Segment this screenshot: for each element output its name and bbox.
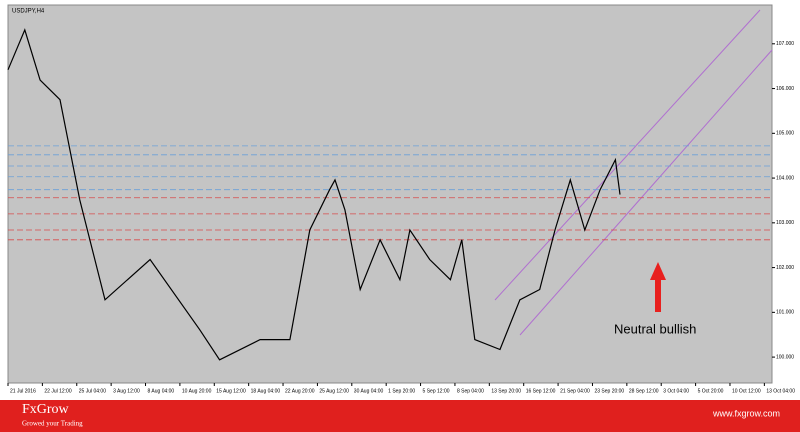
trend-line — [494, 9, 761, 301]
y-tick-label: 107.000 — [776, 41, 794, 47]
trend-line — [519, 49, 773, 336]
y-tick-label: 102.000 — [776, 265, 794, 271]
x-tick-label: 8 Sep 04:00 — [457, 388, 484, 394]
y-tick-label: 100.000 — [776, 354, 794, 360]
x-tick-label: 3 Oct 04:00 — [663, 388, 689, 394]
up-arrow — [650, 262, 666, 312]
brand: FxGrow — [22, 402, 70, 417]
x-tick-label: 25 Aug 12:00 — [319, 388, 349, 394]
x-tick-label: 16 Sep 12:00 — [526, 388, 556, 394]
x-tick-label: 18 Aug 04:00 — [251, 388, 281, 394]
x-tick-label: 10 Aug 20:00 — [182, 388, 212, 394]
x-tick-label: 15 Aug 12:00 — [216, 388, 246, 394]
annotation: Neutral bullish — [614, 321, 696, 336]
x-tick-label: 21 Jul 2016 — [10, 388, 36, 394]
x-tick-label: 30 Aug 04:00 — [354, 388, 384, 394]
x-tick-label: 22 Aug 20:00 — [285, 388, 315, 394]
x-tick-label: 10 Oct 12:00 — [732, 388, 761, 394]
x-tick-label: 13 Sep 20:00 — [491, 388, 521, 394]
x-tick-label: 28 Sep 12:00 — [629, 388, 659, 394]
tagline: Growed your Trading — [22, 420, 83, 428]
x-tick-label: 5 Sep 12:00 — [423, 388, 450, 394]
y-tick-label: 105.000 — [776, 131, 794, 137]
y-tick-label: 104.000 — [776, 175, 794, 181]
x-tick-label: 22 Jul 12:00 — [44, 388, 71, 394]
url: www.fxgrow.com — [712, 408, 780, 418]
x-tick-label: 25 Jul 04:00 — [79, 388, 106, 394]
x-tick-label: 23 Sep 20:00 — [594, 388, 624, 394]
x-tick-label: 5 Oct 20:00 — [698, 388, 724, 394]
x-tick-label: 8 Aug 04:00 — [148, 388, 175, 394]
x-tick-label: 3 Aug 12:00 — [113, 388, 140, 394]
chart-title: USDJPY,H4 — [12, 9, 45, 15]
x-tick-label: 13 Oct 04:00 — [766, 388, 795, 394]
x-tick-label: 1 Sep 20:00 — [388, 388, 415, 394]
y-tick-label: 106.000 — [776, 86, 794, 92]
y-tick-label: 101.000 — [776, 310, 794, 316]
price-line — [7, 28, 621, 361]
y-tick-label: 103.000 — [776, 220, 794, 226]
footer-bar — [0, 400, 800, 432]
x-tick-label: 21 Sep 04:00 — [560, 388, 590, 394]
